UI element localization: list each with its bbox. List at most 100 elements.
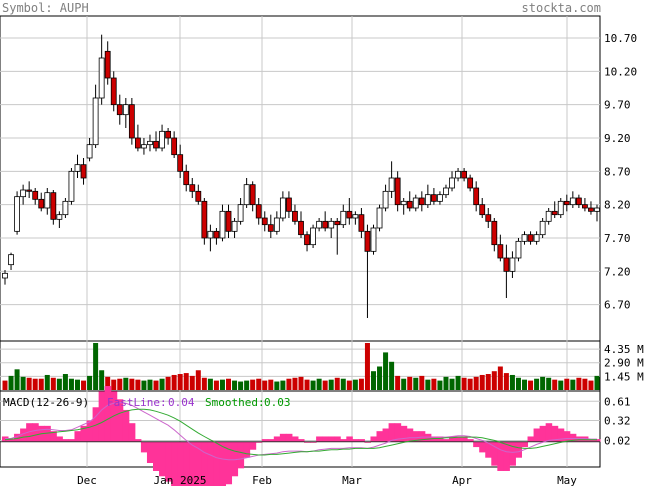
- macd-histogram-bar: [279, 433, 287, 442]
- volume-bar: [588, 380, 594, 390]
- macd-histogram-bar: [201, 441, 208, 486]
- candle-body: [340, 210, 347, 226]
- macd-histogram-bar: [521, 441, 529, 448]
- volume-tick-label: 2.90 M: [604, 357, 644, 370]
- macd-histogram-bar: [503, 441, 510, 471]
- volume-bar: [467, 378, 473, 390]
- candle-body: [225, 210, 232, 232]
- macd-histogram-bar: [328, 436, 335, 442]
- price-tick-label: 9.20: [604, 132, 631, 145]
- candle-body: [461, 170, 468, 179]
- candle-body: [473, 187, 480, 206]
- macd-histogram-bar: [322, 436, 329, 442]
- macd-histogram-bar: [231, 441, 239, 477]
- candle-body: [449, 177, 455, 189]
- volume-bar: [226, 378, 232, 390]
- volume-bar: [50, 377, 56, 390]
- volume-bar: [322, 380, 328, 390]
- macd-histogram-bar: [183, 441, 190, 486]
- price-tick-label: 9.70: [604, 99, 631, 112]
- candle-body: [509, 257, 516, 272]
- macd-histogram-bar: [104, 386, 112, 442]
- macd-histogram-bar: [382, 428, 390, 442]
- macd-tick-label: 0.61: [604, 395, 631, 408]
- macd-histogram-bar: [334, 436, 341, 442]
- volume-bar: [316, 378, 322, 390]
- volume-bar: [407, 376, 413, 390]
- macd-histogram-bar: [424, 433, 432, 442]
- source-label: stockta.com: [521, 1, 601, 15]
- volume-bar: [165, 376, 171, 390]
- candlestick-series: [2, 34, 600, 318]
- candle-body: [159, 130, 165, 149]
- volume-bar: [123, 377, 129, 390]
- volume-bar: [558, 380, 564, 390]
- candle-body: [376, 207, 383, 229]
- volume-bar: [522, 379, 528, 390]
- volume-bar: [87, 375, 93, 390]
- candle-body: [582, 204, 588, 209]
- volume-bar: [268, 379, 274, 390]
- volume-bar: [20, 376, 26, 390]
- candle-body: [231, 220, 238, 232]
- macd-histogram-bar: [297, 439, 305, 442]
- volume-bar: [383, 352, 389, 390]
- volume-tick-label: 1.45 M: [604, 370, 644, 383]
- volume-bar: [219, 379, 225, 390]
- volume-bar: [177, 374, 183, 390]
- volume-bar: [576, 377, 582, 390]
- candle-body: [430, 194, 437, 202]
- macd-histogram-bar: [110, 391, 118, 442]
- axis-labels: Dec Jan 2025 Feb Mar Apr May 10.70 10.20 9.70 9.2…: [77, 32, 644, 486]
- candle-body: [503, 257, 510, 272]
- candle-body: [310, 227, 316, 246]
- volume-bar: [201, 377, 207, 390]
- volume-bar: [171, 374, 177, 390]
- macd-histogram-bar: [32, 423, 39, 442]
- macd-histogram-bar: [80, 425, 88, 442]
- volume-bar: [93, 343, 99, 390]
- candle-body: [437, 194, 443, 202]
- x-tick-label: May: [557, 474, 577, 486]
- volume-bar: [286, 378, 292, 390]
- macd-histogram-bar: [497, 441, 504, 471]
- volume-bar: [473, 376, 479, 390]
- candle-body: [92, 97, 99, 146]
- candle-body: [183, 170, 190, 186]
- symbol-label: Symbol: AUPH: [2, 1, 89, 15]
- candle-body: [346, 210, 353, 219]
- candle-body: [588, 207, 594, 212]
- candle-body: [334, 220, 341, 226]
- candle-body: [394, 177, 401, 206]
- volume-bar: [461, 377, 467, 390]
- candle-body: [74, 164, 81, 172]
- candle-body: [213, 230, 220, 239]
- price-tick-label: 7.20: [604, 265, 631, 278]
- macd-histogram-bar: [68, 439, 75, 442]
- price-tick-label: 8.20: [604, 199, 631, 212]
- candle-body: [521, 234, 528, 242]
- candle-body: [557, 200, 564, 216]
- price-panel: [0, 15, 601, 342]
- macd-histogram-bar: [177, 441, 184, 486]
- candle-body: [165, 130, 172, 139]
- volume-bar: [582, 378, 588, 390]
- volume-bar: [14, 369, 20, 390]
- macd-histogram-bar: [50, 431, 57, 442]
- candle-body: [467, 177, 474, 189]
- candle-body: [286, 197, 292, 212]
- volume-bar: [213, 380, 219, 390]
- candle-body: [382, 190, 389, 209]
- candle-body: [455, 170, 461, 179]
- volume-bar: [346, 380, 352, 390]
- macd-histogram-bar: [515, 441, 522, 458]
- volume-bar: [425, 379, 431, 390]
- candle-body: [322, 220, 329, 229]
- volume-bar: [328, 379, 334, 390]
- volume-bar: [564, 378, 570, 390]
- volume-bar: [340, 378, 346, 390]
- candle-body: [20, 189, 27, 198]
- volume-bar: [38, 378, 44, 390]
- macd-histogram-bar: [225, 441, 233, 485]
- smoothed-series: [4, 408, 597, 456]
